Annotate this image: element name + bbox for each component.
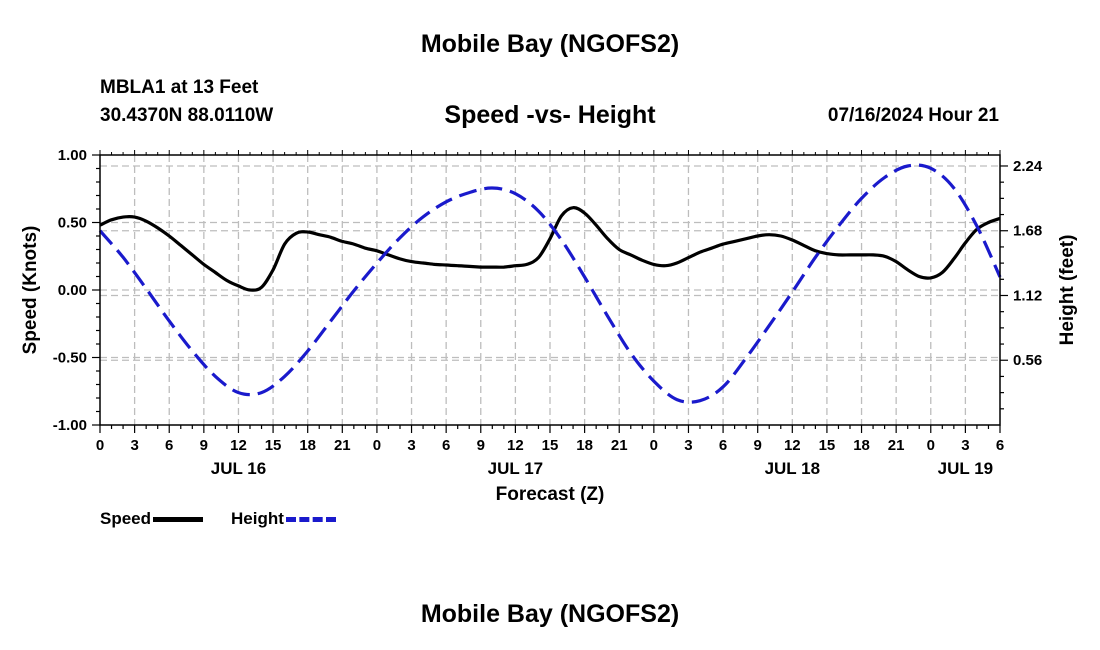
x-tick-label: 9 (754, 437, 762, 454)
forecast-datetime: 07/16/2024 Hour 21 (827, 105, 999, 126)
station-coordinates: 30.4370N 88.0110W (100, 105, 274, 126)
y-tick-label: -0.50 (53, 350, 87, 367)
legend-height-swatch (285, 516, 336, 522)
x-tick-label: 3 (961, 437, 969, 454)
x-tick-label: 6 (996, 437, 1004, 454)
x-tick-label: 12 (230, 437, 247, 454)
x-tick-label: 3 (684, 437, 692, 454)
x-tick-label: 21 (334, 437, 351, 454)
x-tick-label: 15 (542, 437, 559, 454)
y-tick-label: 0.50 (58, 215, 87, 232)
x-tick-label: 12 (784, 437, 801, 454)
series-layer (98, 163, 1002, 404)
legend-speed: Speed (100, 509, 204, 529)
x-tick-label: 9 (477, 437, 485, 454)
x-tick-label: 21 (611, 437, 628, 454)
y2-axis-label: Height (feet) (1057, 235, 1078, 346)
legend-speed-label: Speed (100, 509, 152, 528)
x-tick-label: 9 (200, 437, 208, 454)
footer-title: Mobile Bay (NGOFS2) (420, 600, 680, 628)
x-axis-label: Forecast (Z) (496, 484, 605, 505)
x-tick-label: 6 (442, 437, 450, 454)
y-tick-label: 1.00 (58, 147, 87, 164)
series-speed-line (99, 206, 1001, 292)
x-tick-label: 18 (576, 437, 593, 454)
x-tick-label: 3 (130, 437, 138, 454)
x-date-label: JUL 16 (211, 459, 266, 478)
x-tick-label: 15 (265, 437, 282, 454)
y-axis-label: Speed (Knots) (20, 226, 41, 355)
grid-lines (100, 155, 1000, 425)
axes: 0 3 6 9 12 15 18 21 0 3 6 9 12 15 18 21 0 3 6 9 12 15 18 21 0 3 6J… (53, 147, 1043, 478)
x-tick-label: 6 (719, 437, 727, 454)
x-tick-label: 0 (96, 437, 104, 454)
series-height-line (98, 163, 1002, 404)
page-title: Mobile Bay (NGOFS2) (420, 30, 680, 58)
x-tick-label: 0 (650, 437, 658, 454)
x-tick-label: 12 (507, 437, 524, 454)
y-tick-label: 0.00 (58, 282, 87, 299)
y-tick-label: -1.00 (53, 417, 87, 434)
y2-tick-label: 1.12 (1013, 287, 1042, 304)
x-date-label: JUL 19 (938, 459, 993, 478)
x-tick-label: 6 (165, 437, 173, 454)
x-tick-label: 21 (888, 437, 905, 454)
station-label: MBLA1 at 13 Feet (100, 77, 259, 98)
x-tick-label: 0 (373, 437, 381, 454)
x-tick-label: 18 (299, 437, 316, 454)
x-tick-label: 18 (853, 437, 870, 454)
legend-height: Height (231, 509, 336, 529)
legend-speed-swatch (153, 516, 204, 522)
legend-height-label: Height (231, 509, 284, 528)
x-tick-label: 15 (819, 437, 836, 454)
chart-subtitle: Speed -vs- Height (444, 101, 656, 129)
x-tick-label: 0 (927, 437, 935, 454)
y2-tick-label: 0.56 (1013, 352, 1042, 369)
y2-tick-label: 1.68 (1013, 223, 1042, 240)
y2-tick-label: 2.24 (1013, 158, 1043, 175)
x-date-label: JUL 17 (488, 459, 543, 478)
x-date-label: JUL 18 (765, 459, 820, 478)
x-tick-label: 3 (407, 437, 415, 454)
